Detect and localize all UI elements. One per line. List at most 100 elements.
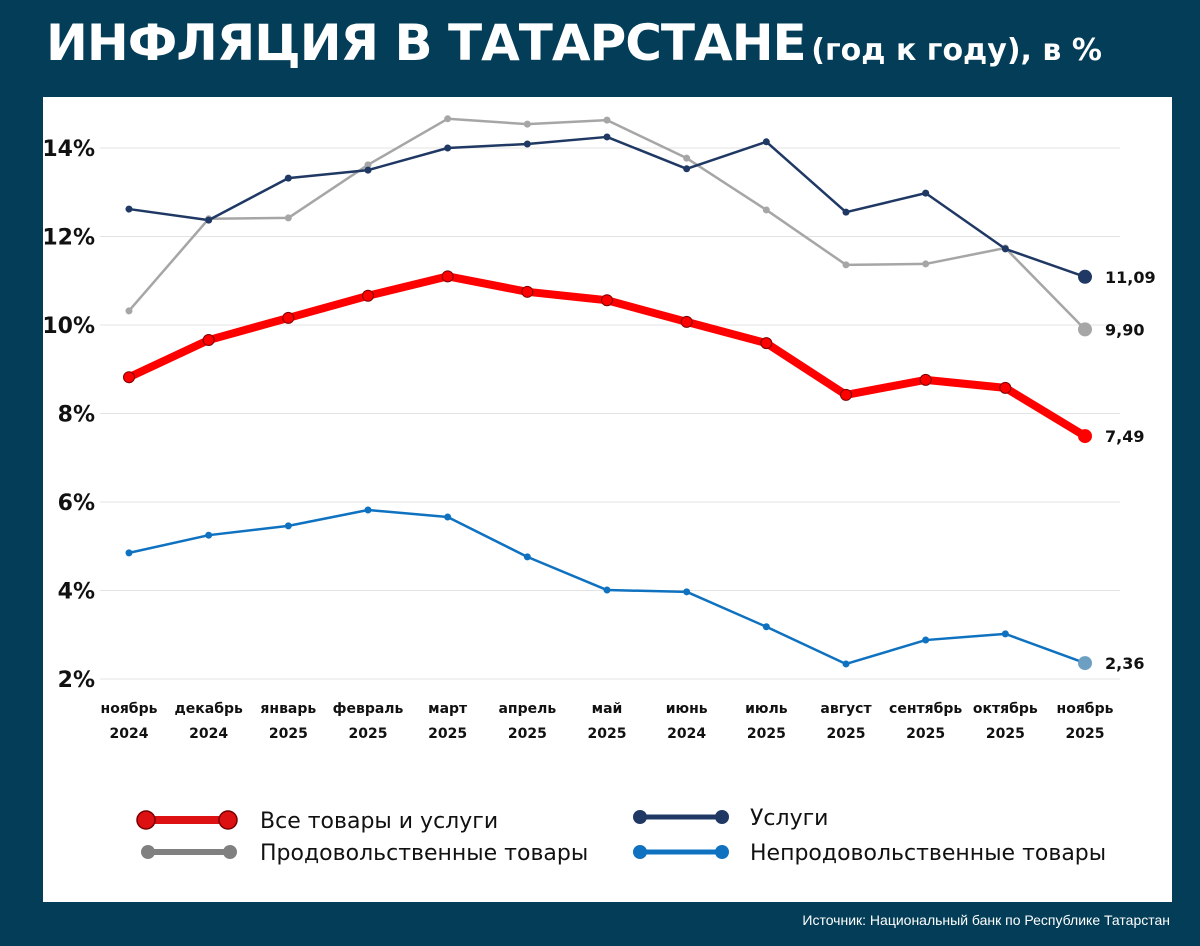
y-tick-label: 12%: [42, 226, 95, 251]
x-tick-label: 2024: [110, 726, 149, 742]
x-tick-label: 2025: [508, 726, 547, 742]
x-tick-label: 2024: [667, 726, 706, 742]
data-point: [842, 660, 850, 668]
data-point: [123, 371, 135, 384]
x-tick-label: февраль: [333, 701, 404, 717]
data-point: [680, 315, 693, 328]
data-point: [760, 337, 773, 350]
chart-panel: [43, 97, 1172, 902]
data-point: [125, 307, 133, 315]
data-point: [523, 120, 531, 128]
legend-marker: [141, 845, 155, 859]
data-point: [683, 154, 691, 162]
y-tick-label: 6%: [58, 491, 95, 516]
data-label: 7,49: [1105, 427, 1144, 446]
data-point: [282, 311, 295, 324]
data-point: [683, 165, 691, 173]
y-tick-label: 8%: [58, 403, 95, 428]
data-point: [125, 549, 133, 557]
data-point: [922, 636, 930, 644]
legend-marker: [633, 845, 647, 859]
data-point: [444, 513, 452, 521]
x-tick-label: сентябрь: [889, 701, 962, 717]
x-tick-label: июнь: [666, 701, 708, 717]
x-tick-label: август: [820, 701, 872, 717]
data-point: [125, 205, 133, 213]
source-note: Источник: Национальный банк по Республик…: [802, 912, 1170, 928]
data-point: [603, 133, 611, 141]
series-end-marker: [1078, 656, 1092, 671]
x-tick-label: 2025: [269, 726, 308, 742]
x-tick-label: апрель: [498, 701, 556, 717]
x-tick-label: ноябрь: [1057, 701, 1114, 717]
data-point: [1001, 630, 1009, 638]
data-point: [840, 388, 852, 401]
x-tick-label: 2025: [588, 726, 627, 742]
y-tick-label: 14%: [42, 137, 95, 162]
data-point: [762, 623, 770, 631]
data-point: [922, 260, 930, 268]
chart-title: ИНФЛЯЦИЯ В ТАТАРСТАНЕ (год к году), в %: [46, 14, 1102, 72]
legend-label: Продовольственные товары: [260, 841, 588, 866]
data-point: [842, 261, 850, 269]
data-point: [521, 285, 534, 298]
data-point: [284, 214, 292, 222]
data-point: [603, 116, 611, 124]
data-label: 11,09: [1105, 268, 1156, 287]
legend-label: Все товары и услуги: [260, 809, 498, 834]
x-tick-label: май: [592, 701, 623, 717]
legend-marker: [715, 845, 729, 859]
data-point: [603, 586, 611, 594]
data-point: [205, 216, 213, 224]
x-tick-label: январь: [260, 701, 316, 717]
data-point: [205, 531, 213, 539]
data-point: [523, 553, 531, 561]
data-label: 9,90: [1105, 320, 1144, 339]
x-tick-label: ноябрь: [101, 701, 158, 717]
y-tick-label: 10%: [42, 314, 95, 339]
data-point: [364, 166, 372, 174]
data-label: 2,36: [1105, 654, 1144, 673]
x-tick-label: 2024: [189, 726, 228, 742]
data-point: [284, 522, 292, 530]
data-point: [601, 294, 613, 307]
data-point: [919, 373, 932, 386]
x-tick-label: 2025: [747, 726, 786, 742]
series-end-marker: [1078, 269, 1092, 284]
data-point: [441, 270, 454, 283]
x-tick-label: 2025: [428, 726, 467, 742]
x-tick-label: 2025: [906, 726, 945, 742]
legend-label: Непродовольственные товары: [750, 841, 1106, 866]
data-point: [364, 506, 372, 514]
x-tick-label: июль: [745, 701, 788, 717]
legend-marker: [715, 810, 729, 824]
data-point: [444, 144, 452, 152]
data-point: [999, 381, 1012, 394]
x-tick-label: 2025: [1066, 726, 1105, 742]
data-point: [202, 334, 215, 347]
x-tick-label: октябрь: [973, 701, 1038, 717]
series-line: [128, 135, 1086, 278]
legend-marker: [633, 810, 647, 824]
data-point: [762, 138, 770, 146]
title-main: ИНФЛЯЦИЯ В ТАТАРСТАНЕ: [46, 14, 807, 72]
legend-label: Услуги: [750, 806, 828, 831]
legend-marker: [136, 810, 156, 830]
data-point: [362, 289, 374, 302]
data-point: [683, 588, 691, 596]
x-tick-label: 2025: [827, 726, 866, 742]
x-tick-label: 2025: [986, 726, 1025, 742]
legend-marker: [223, 845, 237, 859]
data-point: [1001, 245, 1009, 253]
data-point: [523, 140, 531, 148]
y-tick-label: 2%: [58, 668, 95, 693]
series-end-marker: [1078, 322, 1092, 337]
legend-marker: [218, 810, 238, 830]
y-tick-label: 4%: [58, 580, 95, 605]
data-point: [444, 115, 452, 123]
data-point: [762, 206, 770, 214]
data-point: [364, 161, 372, 169]
title-suffix: (год к году), в %: [811, 33, 1102, 68]
data-point: [922, 189, 930, 197]
